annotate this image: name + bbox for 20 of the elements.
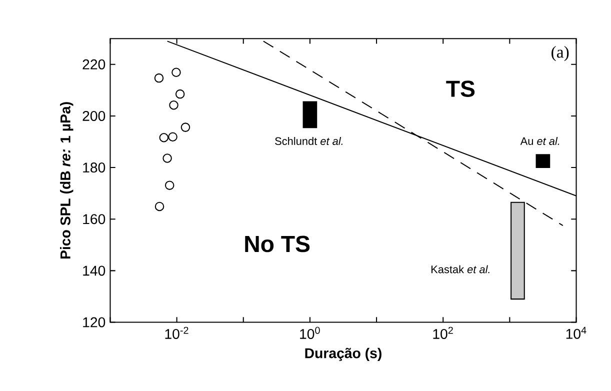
y-tick-label: 180 <box>83 162 106 173</box>
annotation: TS <box>446 80 475 98</box>
x-tick-label: 10$^{-2}$ <box>165 326 188 340</box>
y-tick-label: 140 <box>83 266 106 276</box>
x-tick-label: 10$^{4}$ <box>566 326 586 339</box>
x-tick-label: 10$^{0}$ <box>300 326 320 340</box>
bar <box>536 154 550 168</box>
bar <box>302 101 318 128</box>
annotation: Kastak et al. <box>431 265 490 274</box>
y-axis-title: Pico SPL (dB re: 1 µPa) <box>60 102 74 259</box>
x-tick-label: 10$^{2}$ <box>433 326 453 340</box>
x-axis-title: Duração (s) <box>305 348 382 362</box>
y-tick-label: 160 <box>83 214 106 224</box>
annotation: No TS <box>245 236 310 252</box>
annotation: Schlundt et al. <box>275 137 343 146</box>
y-tick-label: 200 <box>82 111 106 122</box>
y-tick-label: 120 <box>83 317 106 328</box>
annotation: Au et al. <box>520 137 560 146</box>
annotation: (a) <box>552 46 569 62</box>
y-tick-label: 220 <box>82 60 106 70</box>
